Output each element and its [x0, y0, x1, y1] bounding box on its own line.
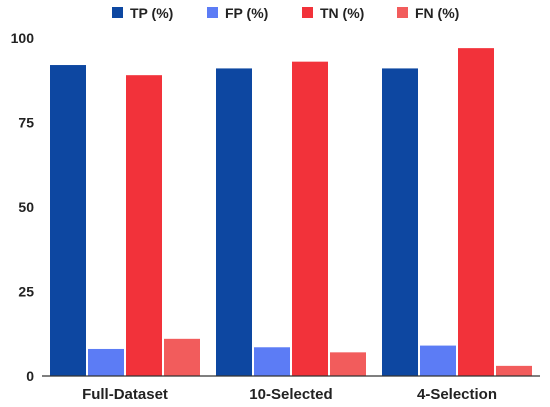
legend-swatch-tn [302, 7, 313, 18]
bar-10-selected-fp [254, 347, 290, 376]
bar-10-selected-tn [292, 61, 328, 376]
x-axis: Full-Dataset 10-Selected 4-Selection [82, 386, 497, 403]
bar-10-selected-fn [330, 352, 366, 376]
y-tick-label-0: 0 [26, 368, 34, 384]
legend-label-tn: TN (%) [320, 5, 364, 21]
bar-10-selected-tp [216, 68, 252, 377]
legend-swatch-fn [397, 7, 408, 18]
legend-swatch-fp [207, 7, 218, 18]
y-tick-label-100: 100 [11, 30, 35, 46]
bars [50, 48, 532, 377]
bar-full-dataset-fn [164, 338, 200, 376]
x-tick-label-4-selection: 4-Selection [417, 386, 497, 403]
bar-full-dataset-tn [126, 75, 162, 377]
bar-4-selection-fp [420, 345, 456, 376]
bar-4-selection-tp [382, 68, 418, 377]
legend-label-tp: TP (%) [130, 5, 173, 21]
bar-4-selection-fn [496, 365, 532, 376]
bar-4-selection-tn [458, 48, 494, 376]
legend-swatch-tp [112, 7, 123, 18]
y-tick-label-25: 25 [18, 284, 34, 300]
x-tick-label-full-dataset: Full-Dataset [82, 386, 168, 403]
bar-full-dataset-fp [88, 348, 124, 376]
bar-full-dataset-tp [50, 65, 86, 376]
legend: TP (%) FP (%) TN (%) FN (%) [112, 5, 459, 21]
legend-label-fn: FN (%) [415, 5, 459, 21]
y-axis: 0 25 50 75 100 [11, 30, 35, 384]
y-tick-label-75: 75 [18, 115, 34, 131]
legend-label-fp: FP (%) [225, 5, 268, 21]
y-tick-label-50: 50 [18, 199, 34, 215]
x-tick-label-10-selected: 10-Selected [249, 386, 332, 403]
